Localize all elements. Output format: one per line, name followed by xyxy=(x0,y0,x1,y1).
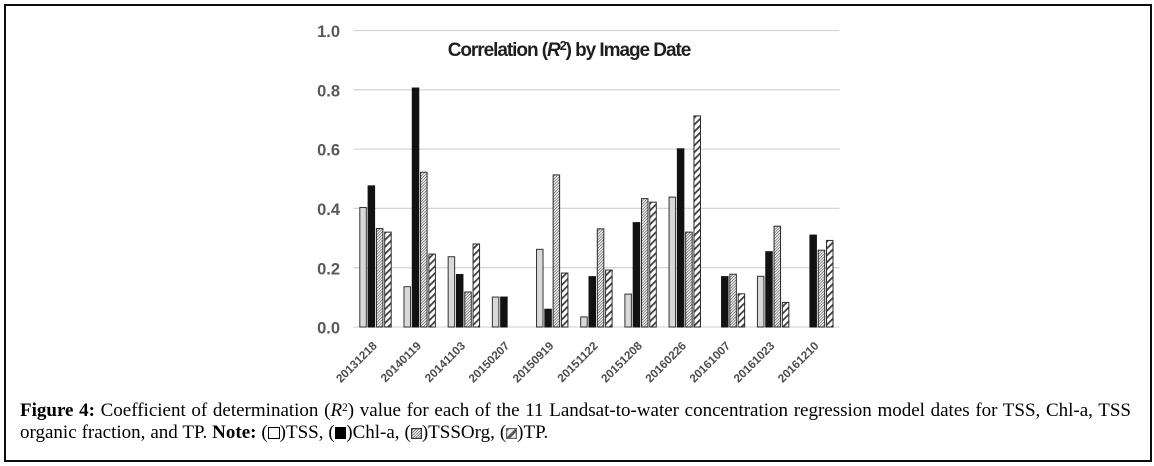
svg-text:0.8: 0.8 xyxy=(317,82,340,100)
svg-text:0.2: 0.2 xyxy=(317,260,340,278)
svg-text:Correlation (R2) by Image Date: Correlation (R2) by Image Date xyxy=(448,39,691,61)
svg-text:20151122: 20151122 xyxy=(555,339,601,385)
svg-text:20161007: 20161007 xyxy=(687,339,733,385)
svg-text:20141103: 20141103 xyxy=(423,339,469,385)
svg-text:20150207: 20150207 xyxy=(466,339,512,385)
svg-text:0.4: 0.4 xyxy=(317,201,341,219)
svg-text:20160226: 20160226 xyxy=(643,339,689,385)
svg-text:20150919: 20150919 xyxy=(510,339,556,385)
svg-text:20161023: 20161023 xyxy=(731,339,777,385)
svg-text:20161210: 20161210 xyxy=(776,339,822,385)
svg-text:20131218: 20131218 xyxy=(334,339,380,385)
svg-text:0.6: 0.6 xyxy=(317,142,340,160)
svg-text:20151208: 20151208 xyxy=(599,339,645,385)
svg-text:0.0: 0.0 xyxy=(317,320,340,338)
svg-text:20140119: 20140119 xyxy=(378,339,424,385)
svg-text:1.0: 1.0 xyxy=(317,23,340,41)
